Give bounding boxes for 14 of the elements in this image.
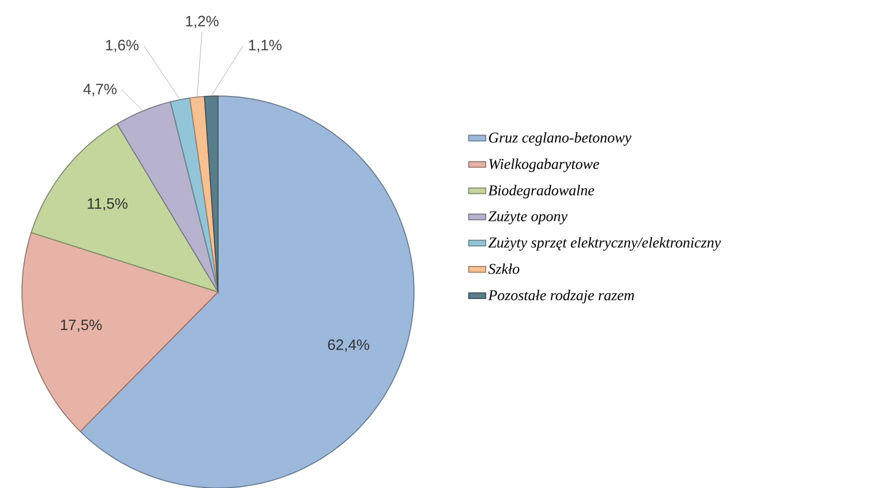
data-label: 62,4% bbox=[328, 339, 370, 352]
data-label: 1,1% bbox=[249, 40, 282, 52]
data-label: 4,7% bbox=[83, 84, 116, 96]
legend-label: Zużyty sprzęt elektryczny/elektroniczny bbox=[488, 236, 721, 250]
legend-label: Zużyte opony bbox=[488, 210, 568, 224]
legend-label: Szkło bbox=[488, 263, 520, 274]
legend-label: Gruz ceglano-betonowy bbox=[489, 132, 632, 146]
legend-label: Pozostałe rodzaje razem bbox=[488, 290, 634, 304]
data-label: 1,2% bbox=[186, 16, 218, 28]
legend-label: Biodegradowalne bbox=[488, 184, 594, 198]
data-label: 1,6% bbox=[106, 40, 138, 52]
data-label: 11,5% bbox=[88, 198, 128, 210]
data-label: 17,5% bbox=[60, 319, 102, 332]
legend-label: Wielkogabarytowe bbox=[489, 158, 600, 172]
